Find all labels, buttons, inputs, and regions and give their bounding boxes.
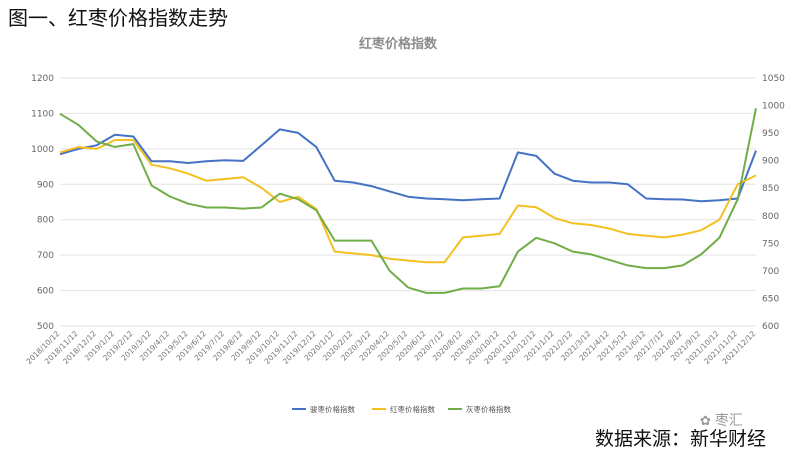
right-tick-label: 650	[762, 294, 779, 304]
wechat-icon: ✿	[700, 414, 711, 429]
left-tick-label: 900	[37, 180, 54, 190]
chart-title: 红枣价格指数	[359, 36, 438, 52]
right-tick-label: 750	[762, 239, 779, 249]
right-tick-label: 800	[762, 212, 779, 222]
left-tick-label: 800	[37, 216, 54, 226]
right-tick-label: 950	[762, 129, 779, 139]
right-tick-label: 1050	[762, 74, 785, 84]
legend: 骏枣价格指数 红枣价格指数 灰枣价格指数	[292, 404, 511, 414]
left-tick-label: 600	[37, 287, 54, 297]
figure-title: 图一、红枣价格指数走势	[8, 6, 228, 30]
grid-lines	[60, 77, 756, 327]
x-axis: 2018/10/122018/11/122018/12/122019/1/122…	[24, 329, 757, 366]
right-tick-label: 700	[762, 267, 779, 277]
left-tick-label: 1100	[31, 109, 54, 119]
right-tick-label: 1000	[762, 102, 785, 112]
left-tick-label: 1200	[31, 74, 54, 84]
watermark: ✿ 枣汇	[700, 410, 743, 430]
source-note: 数据来源：新华财经	[594, 428, 766, 450]
right-tick-label: 900	[762, 157, 779, 167]
legend-label: 红枣价格指数	[390, 404, 435, 414]
left-axis: 500 600 700 800 900 1000 1100 1200	[31, 74, 54, 332]
right-axis: 600 650 700 750 800 850 900 950 1000 1050	[762, 74, 785, 332]
line-chart: 红枣价格指数 500 600 700 800 900 1000 1100 1200 600 65…	[24, 36, 785, 414]
left-tick-label: 500	[37, 322, 54, 332]
left-tick-label: 1000	[31, 145, 54, 155]
series-line	[59, 128, 757, 203]
series-lines	[59, 108, 757, 294]
series-line	[59, 139, 757, 264]
left-tick-label: 700	[37, 251, 54, 261]
right-tick-label: 850	[762, 184, 779, 194]
legend-label: 灰枣价格指数	[466, 404, 511, 414]
legend-label: 骏枣价格指数	[310, 404, 355, 414]
series-line	[59, 108, 757, 294]
watermark-text: 枣汇	[714, 413, 743, 429]
right-tick-label: 600	[762, 322, 779, 332]
